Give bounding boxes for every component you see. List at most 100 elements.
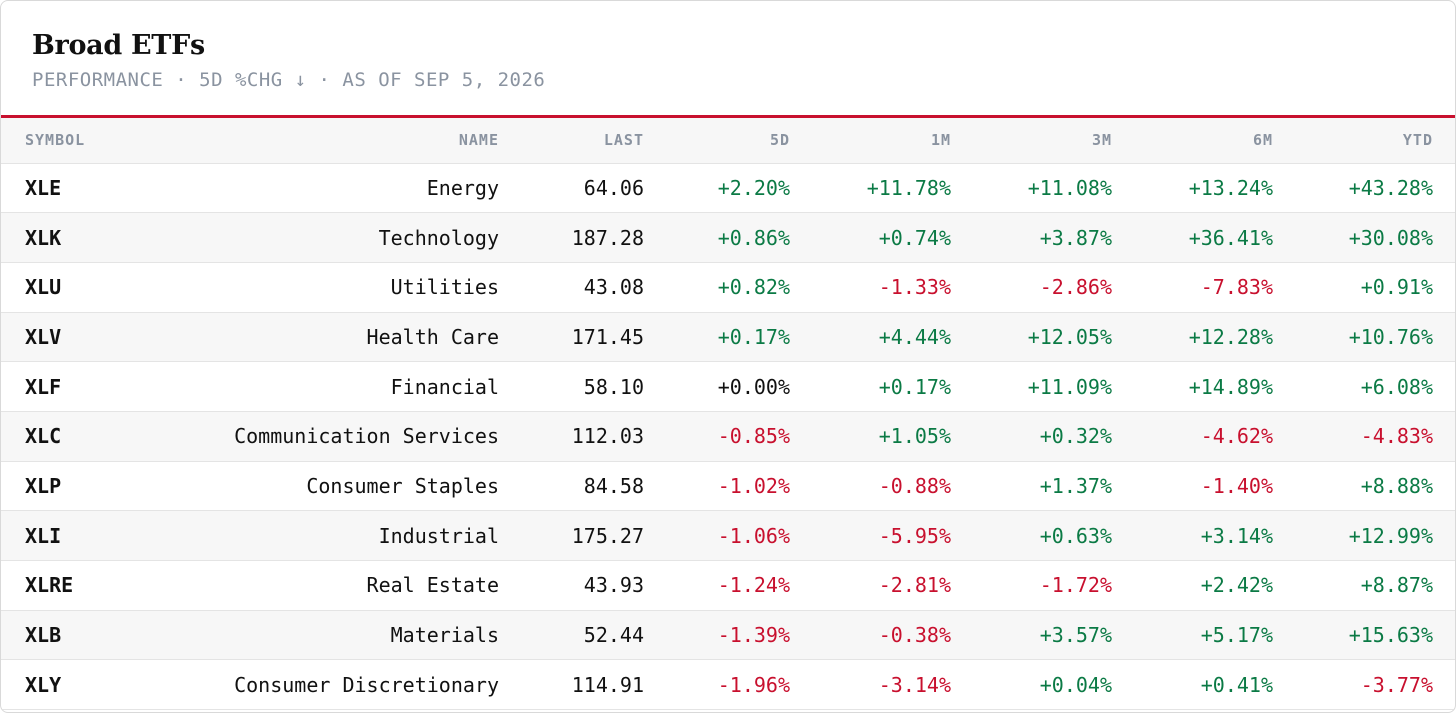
column-header-ytd[interactable]: YTD <box>1273 118 1455 164</box>
name-cell: Industrial <box>378 523 499 548</box>
change-1m-cell: +0.74% <box>878 225 951 250</box>
table-row[interactable]: XLK Technology 187.28 +0.86% +0.74% +3.8… <box>1 212 1455 263</box>
last-price-cell: 43.08 <box>583 275 644 300</box>
change-5d-cell: +2.20% <box>717 175 790 200</box>
name-cell: Energy <box>426 175 499 200</box>
name-cell: Financial <box>390 374 499 399</box>
column-header-last[interactable]: LAST <box>499 118 644 164</box>
table-row[interactable]: XLP Consumer Staples 84.58 -1.02% -0.88%… <box>1 461 1455 511</box>
column-header-6m[interactable]: 6M <box>1112 118 1273 164</box>
table-body: XLE Energy 64.06 +2.20% +11.78% +11.08% … <box>1 163 1455 710</box>
table-row[interactable]: XLI Industrial 175.27 -1.06% -5.95% +0.6… <box>1 510 1455 561</box>
change-6m-cell: -7.83% <box>1200 275 1273 300</box>
name-cell: Real Estate <box>366 573 499 598</box>
change-6m-cell: -4.62% <box>1200 424 1273 449</box>
change-ytd-cell: +0.91% <box>1360 275 1433 300</box>
change-1m-cell: -1.33% <box>878 275 951 300</box>
change-ytd-cell: -4.83% <box>1360 424 1433 449</box>
change-3m-cell: +0.32% <box>1039 424 1112 449</box>
change-6m-cell: +3.14% <box>1200 523 1273 548</box>
change-ytd-cell: +30.08% <box>1348 225 1433 250</box>
table-header-row: SYMBOL NAME LAST 5D 1M 3M 6M YTD <box>1 118 1455 164</box>
table-row[interactable]: XLV Health Care 171.45 +0.17% +4.44% +12… <box>1 312 1455 362</box>
change-5d-cell: +0.86% <box>717 225 790 250</box>
column-header-name[interactable]: NAME <box>151 118 499 164</box>
symbol-cell: XLC <box>25 424 62 449</box>
page-subtitle: PERFORMANCE · 5D %CHG ↓ · AS OF SEP 5, 2… <box>32 69 546 91</box>
last-price-cell: 175.27 <box>571 523 644 548</box>
change-ytd-cell: +6.08% <box>1360 374 1433 399</box>
last-price-cell: 84.58 <box>583 473 644 498</box>
change-5d-cell: -0.85% <box>717 424 790 449</box>
change-5d-cell: -1.39% <box>717 623 790 648</box>
symbol-cell: XLK <box>25 225 62 250</box>
change-1m-cell: -2.81% <box>878 573 951 598</box>
symbol-cell: XLE <box>25 175 62 200</box>
name-cell: Health Care <box>366 324 499 349</box>
change-5d-cell: -1.96% <box>717 672 790 697</box>
last-price-cell: 64.06 <box>583 175 644 200</box>
change-ytd-cell: +15.63% <box>1348 623 1433 648</box>
change-1m-cell: -0.38% <box>878 623 951 648</box>
symbol-cell: XLRE <box>25 573 74 598</box>
last-price-cell: 114.91 <box>571 672 644 697</box>
change-ytd-cell: +8.87% <box>1360 573 1433 598</box>
change-1m-cell: -0.88% <box>878 473 951 498</box>
column-header-5d[interactable]: 5D <box>644 118 790 164</box>
change-ytd-cell: -3.77% <box>1360 672 1433 697</box>
change-3m-cell: -1.72% <box>1039 573 1112 598</box>
change-1m-cell: +11.78% <box>866 175 951 200</box>
change-1m-cell: +0.17% <box>878 374 951 399</box>
change-5d-cell: +0.17% <box>717 324 790 349</box>
table-row[interactable]: XLF Financial 58.10 +0.00% +0.17% +11.09… <box>1 362 1455 412</box>
change-ytd-cell: +8.88% <box>1360 473 1433 498</box>
change-3m-cell: -2.86% <box>1039 275 1112 300</box>
page-title: Broad ETFs <box>32 30 205 61</box>
change-6m-cell: +14.89% <box>1188 374 1273 399</box>
symbol-cell: XLV <box>25 324 62 349</box>
symbol-cell: XLU <box>25 275 62 300</box>
change-6m-cell: +2.42% <box>1200 573 1273 598</box>
change-5d-cell: -1.02% <box>717 473 790 498</box>
change-3m-cell: +12.05% <box>1027 324 1112 349</box>
table-row[interactable]: XLRE Real Estate 43.93 -1.24% -2.81% -1.… <box>1 561 1455 611</box>
name-cell: Consumer Staples <box>306 473 499 498</box>
change-3m-cell: +3.87% <box>1039 225 1112 250</box>
last-price-cell: 187.28 <box>571 225 644 250</box>
change-5d-cell: +0.82% <box>717 275 790 300</box>
change-1m-cell: +1.05% <box>878 424 951 449</box>
card-header: Broad ETFs PERFORMANCE · 5D %CHG ↓ · AS … <box>1 1 1455 118</box>
change-3m-cell: +3.57% <box>1039 623 1112 648</box>
etf-table: SYMBOL NAME LAST 5D 1M 3M 6M YTD XLE Ene… <box>1 118 1455 710</box>
change-3m-cell: +0.63% <box>1039 523 1112 548</box>
table-row[interactable]: XLU Utilities 43.08 +0.82% -1.33% -2.86%… <box>1 262 1455 313</box>
change-5d-cell: -1.24% <box>717 573 790 598</box>
symbol-cell: XLF <box>25 374 62 399</box>
name-cell: Consumer Discretionary <box>234 672 499 697</box>
change-6m-cell: +12.28% <box>1188 324 1273 349</box>
symbol-cell: XLY <box>25 672 62 697</box>
change-3m-cell: +11.09% <box>1027 374 1112 399</box>
change-3m-cell: +11.08% <box>1027 175 1112 200</box>
change-6m-cell: +0.41% <box>1200 672 1273 697</box>
column-header-symbol[interactable]: SYMBOL <box>1 118 151 164</box>
table-row[interactable]: XLE Energy 64.06 +2.20% +11.78% +11.08% … <box>1 163 1455 213</box>
change-5d-cell: -1.06% <box>717 523 790 548</box>
change-6m-cell: +36.41% <box>1188 225 1273 250</box>
name-cell: Technology <box>378 225 499 250</box>
name-cell: Communication Services <box>234 424 499 449</box>
change-1m-cell: -5.95% <box>878 523 951 548</box>
symbol-cell: XLP <box>25 473 62 498</box>
column-header-3m[interactable]: 3M <box>951 118 1112 164</box>
table-row[interactable]: XLC Communication Services 112.03 -0.85%… <box>1 411 1455 462</box>
column-header-1m[interactable]: 1M <box>790 118 951 164</box>
table-row[interactable]: XLB Materials 52.44 -1.39% -0.38% +3.57%… <box>1 610 1455 660</box>
symbol-cell: XLI <box>25 523 62 548</box>
change-1m-cell: -3.14% <box>878 672 951 697</box>
change-6m-cell: +13.24% <box>1188 175 1273 200</box>
last-price-cell: 112.03 <box>571 424 644 449</box>
symbol-cell: XLB <box>25 623 62 648</box>
table-row[interactable]: XLY Consumer Discretionary 114.91 -1.96%… <box>1 660 1455 710</box>
change-ytd-cell: +43.28% <box>1348 175 1433 200</box>
